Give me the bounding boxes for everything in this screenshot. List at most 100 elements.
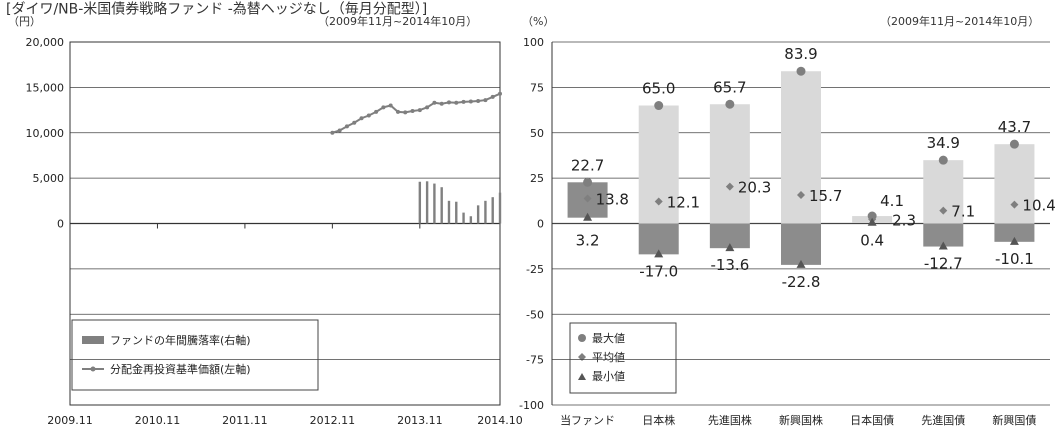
avg-marker: [654, 197, 663, 206]
left-x-tick-label: 2013.11: [397, 414, 443, 427]
figure-title: [ダイワ/NB-米国債券戦略ファンド -為替ヘッジなし（毎月分配型）]: [6, 2, 427, 18]
legend-avg-marker: [578, 353, 586, 361]
min-data-label: -12.7: [924, 255, 963, 273]
max-data-label: 43.7: [998, 118, 1031, 136]
avg-data-label: 20.3: [738, 179, 771, 197]
avg-data-label: 12.1: [667, 194, 700, 212]
legend-max-marker: [578, 334, 586, 342]
max-marker: [583, 177, 593, 187]
min-marker: [796, 259, 806, 268]
nav-point: [439, 101, 444, 106]
max-data-label: 65.0: [642, 80, 675, 98]
min-marker: [938, 241, 948, 250]
left-return-bar: [433, 183, 436, 224]
legend-bar-label: ファンドの年間騰落率(右軸): [110, 333, 251, 347]
left-return-bar: [462, 212, 465, 224]
left-period-note: （2009年11月~2014年10月）: [318, 14, 477, 28]
left-y-tick-label: 15,000: [26, 81, 65, 94]
max-data-label: 83.9: [784, 45, 817, 63]
left-y-tick-label: 5,000: [33, 172, 65, 185]
nav-point: [432, 100, 437, 105]
nav-point: [454, 100, 459, 105]
max-data-label: 4.1: [880, 192, 904, 210]
min-marker: [1009, 236, 1019, 245]
left-return-bar: [447, 200, 451, 224]
right-y-unit: （%）: [522, 15, 554, 28]
max-marker: [938, 155, 948, 165]
min-data-label: -13.6: [710, 256, 749, 274]
range-bar-negative: [994, 223, 1035, 242]
left-x-tick-label: 2009.11: [47, 414, 93, 427]
min-marker: [725, 243, 735, 252]
max-marker: [1009, 139, 1019, 149]
avg-marker: [797, 191, 805, 200]
range-bar-positive: [994, 144, 1035, 224]
nav-point: [490, 94, 495, 99]
min-data-label: 0.4: [860, 232, 884, 250]
left-x-tick-label: 2011.11: [222, 414, 268, 427]
nav-point: [337, 128, 342, 133]
max-data-label: 22.7: [571, 156, 604, 174]
nav-point: [388, 103, 393, 108]
left-return-bar: [476, 205, 480, 224]
nav-point: [446, 100, 451, 105]
nav-point: [330, 130, 335, 135]
left-return-bar: [491, 197, 494, 224]
min-data-label: -10.1: [995, 250, 1034, 268]
nav-point: [417, 108, 422, 113]
nav-point: [403, 110, 408, 115]
nav-point: [344, 124, 349, 129]
legend-bar-swatch: [82, 336, 104, 344]
range-bar-negative: [638, 223, 679, 255]
right-y-tick-label: -25: [526, 263, 544, 276]
right-y-tick-label: -100: [519, 399, 544, 412]
left-x-tick-label: 2010.11: [135, 414, 181, 427]
left-x-tick-label: 2014.10: [477, 414, 523, 427]
left-legend-box: [71, 319, 319, 391]
left-return-bar: [418, 181, 422, 224]
left-return-bar: [440, 187, 443, 224]
right-period-note: （2009年11月~2014年10月）: [880, 14, 1039, 28]
left-return-bar: [455, 201, 458, 224]
left-return-bar: [498, 192, 502, 224]
nav-point: [395, 109, 400, 114]
min-marker: [654, 249, 664, 258]
min-data-label: 3.2: [576, 232, 600, 250]
nav-point: [374, 109, 379, 114]
avg-data-label: 7.1: [951, 203, 975, 221]
nav-point: [359, 116, 364, 121]
right-y-tick-label: 50: [530, 127, 544, 140]
right-y-tick-label: 100: [523, 36, 544, 49]
avg-data-label: 10.4: [1022, 197, 1055, 215]
category-label: 当ファンド: [560, 413, 615, 427]
category-label: 日本国債: [850, 413, 894, 427]
legend-line-label: 分配金再投資基準価額(左軸): [110, 362, 251, 376]
left-y-tick-label: 20,000: [26, 36, 65, 49]
avg-data-label: 13.8: [596, 190, 629, 208]
right-y-tick-label: 0: [537, 218, 544, 231]
category-label: 新興国株: [779, 413, 823, 427]
min-data-label: -22.8: [782, 273, 821, 291]
nav-point: [498, 91, 502, 96]
avg-marker: [939, 206, 948, 215]
right-y-tick-label: -50: [526, 308, 544, 321]
max-marker: [654, 101, 664, 111]
legend-avg-label: 平均値: [592, 351, 625, 364]
avg-data-label: 2.3: [892, 211, 916, 229]
min-marker: [867, 217, 877, 226]
nav-point: [410, 108, 415, 113]
right-legend: 最大値 平均値 最小値: [569, 322, 677, 394]
category-label: 新興国債: [992, 413, 1036, 427]
max-data-label: 65.7: [713, 78, 746, 96]
max-marker: [796, 66, 806, 76]
category-label: 日本株: [642, 413, 675, 427]
nav-point: [483, 98, 488, 103]
left-y-tick-label: 10,000: [26, 127, 65, 140]
nav-point: [468, 99, 473, 104]
category-label: 先進国株: [708, 413, 752, 427]
range-bar-positive: [709, 104, 750, 224]
legend-min-label: 最小値: [592, 370, 625, 383]
legend-line-marker: [90, 366, 96, 372]
